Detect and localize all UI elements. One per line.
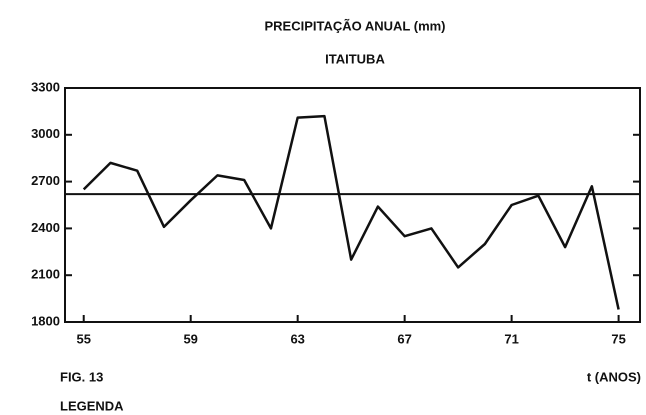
chart-title: PRECIPITAÇÃO ANUAL (mm): [264, 18, 445, 33]
x-tick-label: 63: [290, 331, 304, 346]
plot-frame: [64, 87, 641, 323]
x-tick-label: 59: [183, 331, 197, 346]
y-tick-label: 2400: [31, 220, 60, 235]
chart-subtitle: ITAITUBA: [325, 51, 385, 66]
x-tick-label: 67: [397, 331, 411, 346]
x-axis-label: t (ANOS): [587, 369, 641, 384]
y-tick-label: 3000: [31, 126, 60, 141]
data-line: [82, 114, 620, 310]
x-tick-label: 75: [611, 331, 625, 346]
legend-label: LEGENDA: [60, 398, 124, 413]
x-tick-label: 55: [76, 331, 90, 346]
x-tick-label: 71: [504, 331, 518, 346]
y-tick-label: 2700: [31, 173, 60, 188]
figure-label: FIG. 13: [60, 369, 103, 384]
y-tick-label: 1800: [31, 313, 60, 328]
y-tick-label: 3300: [31, 79, 60, 94]
y-tick-label: 2100: [31, 267, 60, 282]
